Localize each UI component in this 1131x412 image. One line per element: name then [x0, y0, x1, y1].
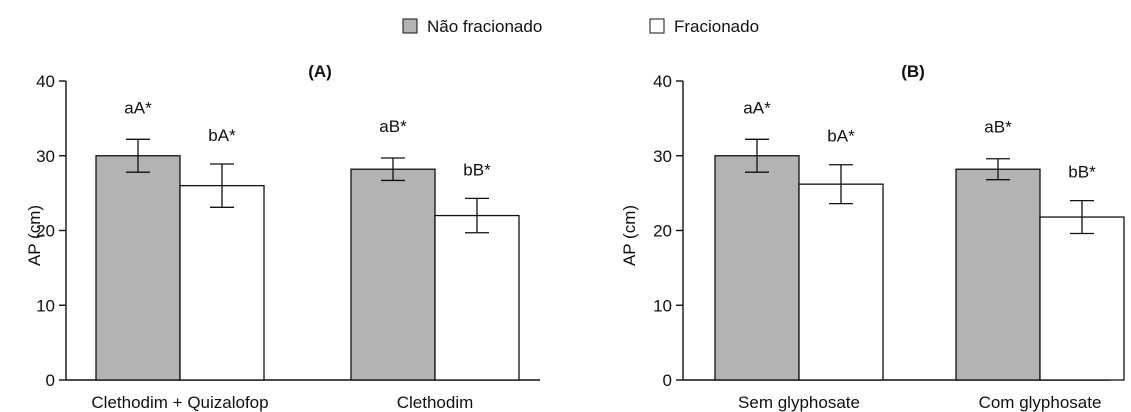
- data-label: aA*: [124, 98, 152, 117]
- bar: [95, 155, 181, 381]
- y-tick-label: 40: [653, 72, 672, 91]
- bar: [714, 155, 800, 381]
- y-axis-label: AP (cm): [620, 205, 639, 266]
- bar: [179, 184, 265, 381]
- data-label: bB*: [463, 160, 491, 179]
- panel-title: (B): [901, 62, 925, 81]
- x-category-label: Clethodim + Quizalofop: [91, 393, 268, 412]
- legend-item-fracionado: Fracionado: [649, 17, 759, 36]
- y-tick-label: 0: [46, 371, 55, 390]
- panel-a: 0 10 20 30 40 AP (cm) (A) aA* bA* Clethodim + Qui…: [25, 62, 540, 412]
- y-tick-label: 30: [653, 147, 672, 166]
- y-tick-label: 30: [36, 147, 55, 166]
- legend-item-nao-fracionado: Não fracionado: [402, 17, 542, 36]
- legend: Não fracionado Fracionado: [402, 17, 759, 36]
- legend-swatch-fracionado: [649, 18, 665, 34]
- x-category-label: Clethodim: [397, 393, 474, 412]
- data-label: aB*: [379, 117, 407, 136]
- legend-label-fracionado: Fracionado: [674, 17, 759, 36]
- panel-b: 0 10 20 30 40 AP (cm) (B) aA* bA* Sem glyphosate a…: [620, 62, 1125, 412]
- bar: [434, 214, 520, 381]
- y-axis-label: AP (cm): [25, 205, 44, 266]
- x-category-label: Com glyphosate: [979, 393, 1102, 412]
- data-label: bA*: [208, 126, 236, 145]
- x-category-label: Sem glyphosate: [738, 393, 860, 412]
- bar: [1039, 216, 1125, 381]
- bar: [798, 183, 884, 381]
- data-label: bB*: [1068, 163, 1096, 182]
- y-tick-label: 10: [653, 296, 672, 315]
- y-tick-label: 40: [36, 72, 55, 91]
- data-label: bA*: [827, 127, 855, 146]
- legend-swatch-nao-fracionado: [402, 18, 418, 34]
- y-tick-label: 0: [663, 371, 672, 390]
- legend-label-nao-fracionado: Não fracionado: [427, 17, 542, 36]
- y-tick-label: 20: [36, 222, 55, 241]
- bar: [350, 168, 436, 381]
- panel-title: (A): [308, 62, 332, 81]
- data-label: aB*: [984, 118, 1012, 137]
- bar: [955, 168, 1041, 381]
- y-tick-label: 10: [36, 296, 55, 315]
- y-tick-label: 20: [653, 222, 672, 241]
- data-label: aA*: [743, 98, 771, 117]
